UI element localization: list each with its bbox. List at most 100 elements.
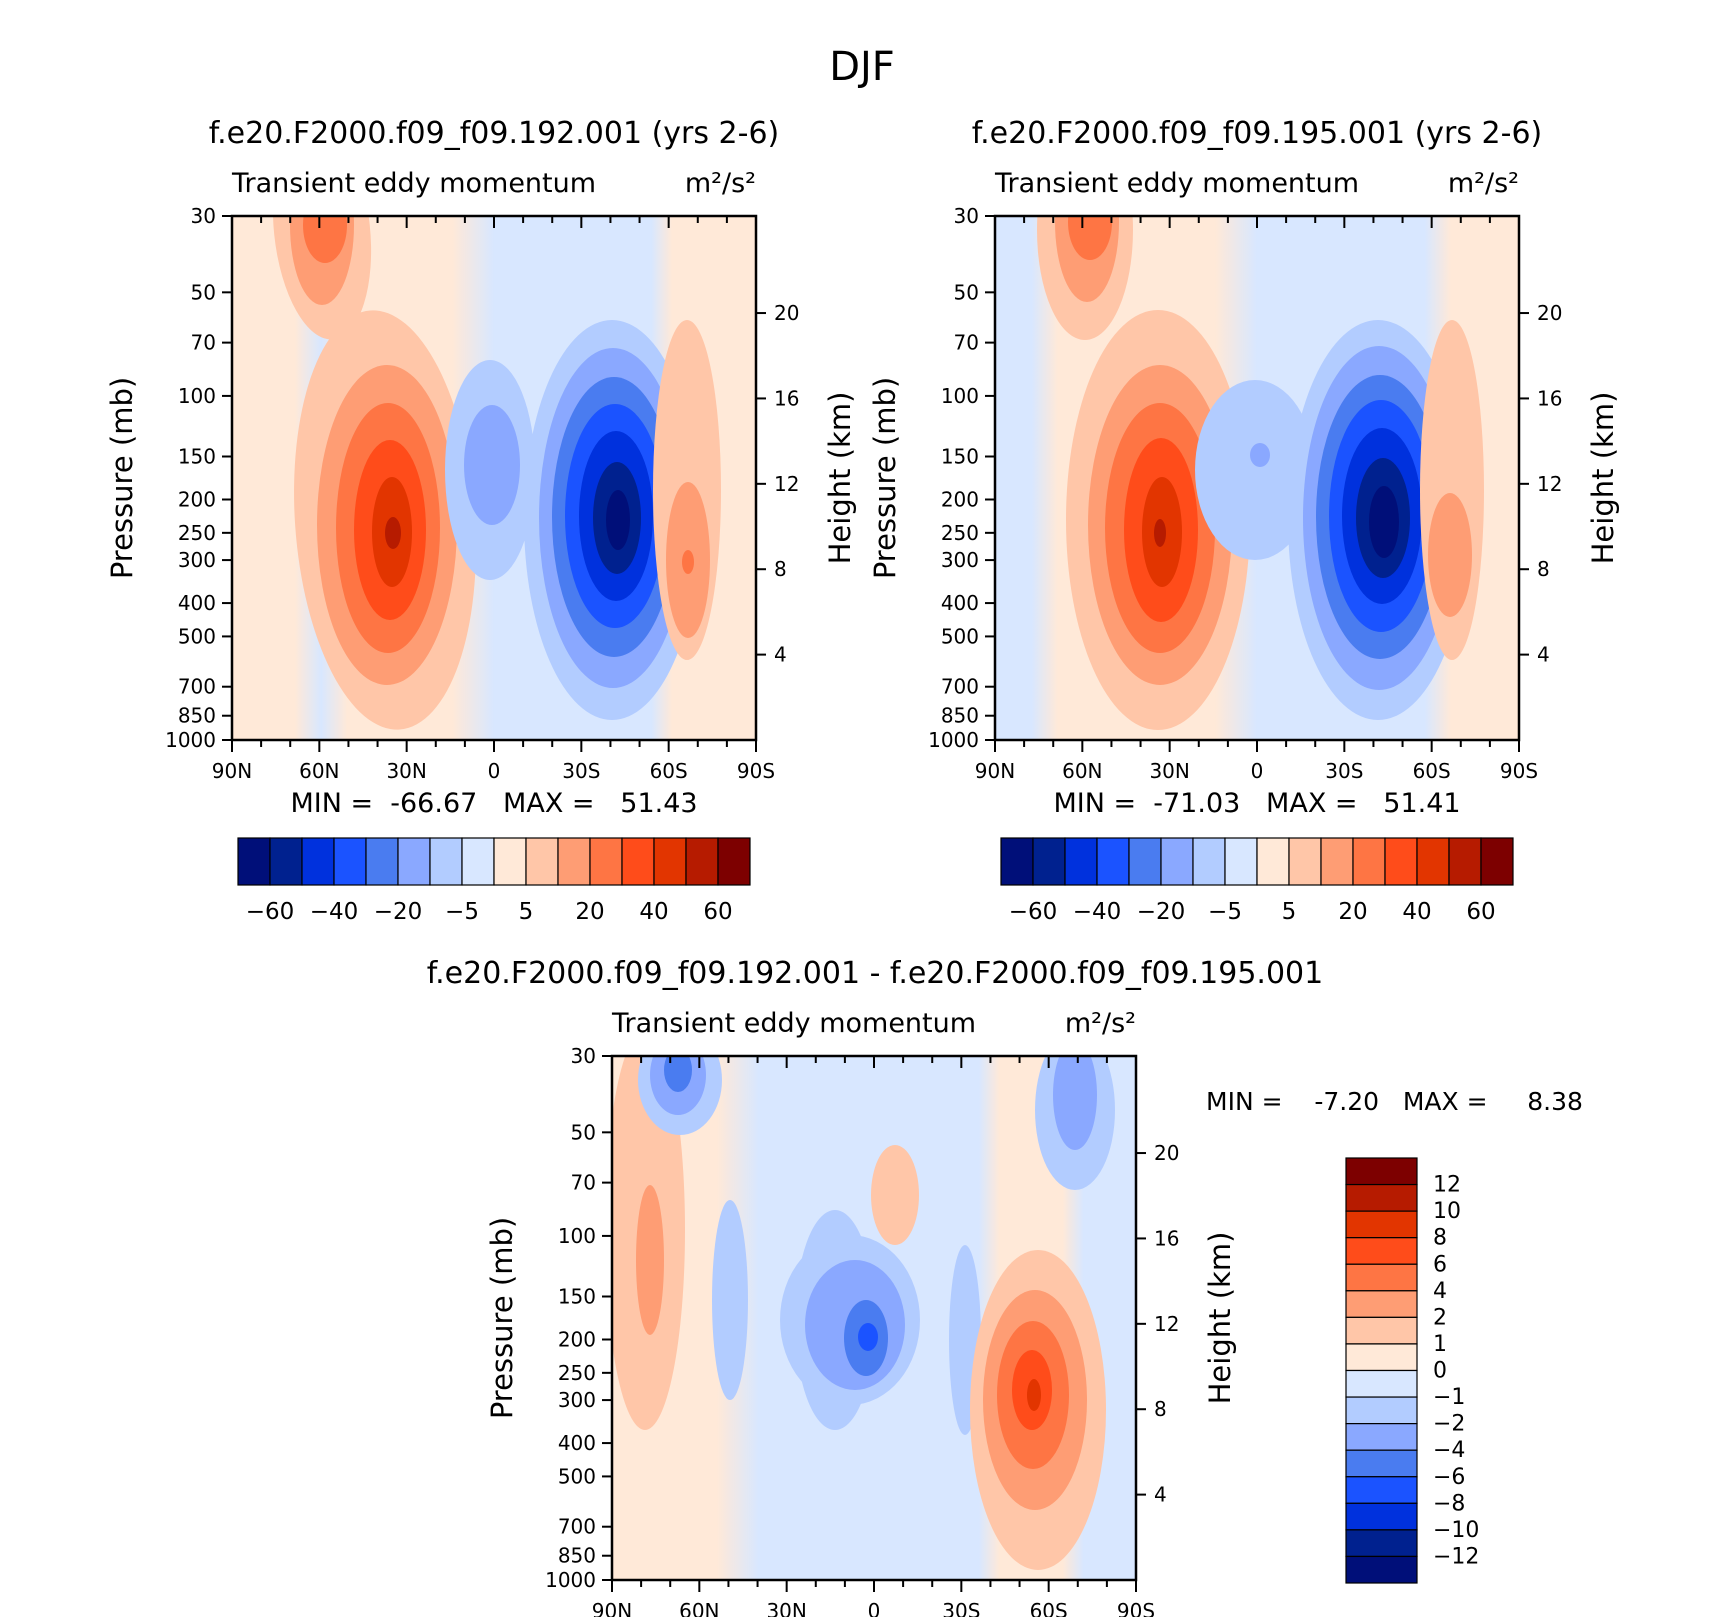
ytick-right-label: 12 (774, 472, 799, 496)
panel-2-units: m²/s² (1448, 168, 1519, 199)
colorbar-swatch (1345, 1502, 1418, 1531)
colorbar-swatch (1345, 1449, 1418, 1478)
ytick-label: 1000 (545, 1568, 596, 1592)
ytick-right-label: 16 (1537, 386, 1562, 410)
colorbar-label: −20 (374, 899, 423, 925)
ytick-label: 50 (954, 280, 979, 304)
colorbar-swatch (1448, 837, 1482, 886)
colorbar-swatch (525, 837, 559, 886)
colorbar-label: 4 (1433, 1279, 1447, 1304)
ytick-right-label: 20 (1154, 1141, 1179, 1165)
colorbar-label: 5 (1282, 899, 1297, 925)
panel-2-ylabel-right: Height (km) (1586, 392, 1620, 565)
colorbar-swatch (1345, 1529, 1418, 1558)
colorbar-swatch (1352, 837, 1386, 886)
ytick-label: 30 (571, 1044, 596, 1068)
panel-2-field (995, 216, 1519, 740)
ytick-label: 100 (558, 1224, 596, 1248)
ytick-label: 100 (178, 384, 216, 408)
panel-1: f.e20.F2000.f09_f09.192.001 (yrs 2-6) Tr… (105, 116, 857, 819)
panel-2-title: f.e20.F2000.f09_f09.195.001 (yrs 2-6) (972, 116, 1542, 151)
ytick-label: 200 (558, 1327, 596, 1351)
ytick-label: 300 (941, 548, 979, 572)
ytick-right-label: 20 (774, 301, 799, 325)
ytick-right-label: 8 (774, 557, 787, 581)
colorbar-swatch (1345, 1237, 1418, 1265)
ytick-label: 700 (558, 1515, 596, 1539)
panel-1-subtitle: Transient eddy momentum (231, 168, 596, 199)
ytick-label: 150 (558, 1285, 596, 1309)
colorbar-swatch (1480, 837, 1514, 886)
ytick-right-label: 4 (1537, 643, 1550, 667)
ytick-label: 150 (178, 445, 216, 469)
colorbar-label: −5 (1208, 899, 1242, 925)
colorbar-label: 8 (1433, 1226, 1447, 1251)
xtick-label: 30S (562, 759, 600, 783)
colorbar-label: 60 (1466, 899, 1495, 925)
xtick-label: 60S (1030, 1599, 1068, 1617)
xtick-label: 0 (1251, 759, 1264, 783)
ytick-right-label: 12 (1537, 472, 1562, 496)
panel-2-ylabel: Pressure (mb) (868, 377, 902, 579)
colorbar-swatch (1345, 1210, 1418, 1239)
panel-1-field (232, 216, 756, 740)
ytick-right-label: 16 (774, 386, 799, 410)
colorbar-swatch (685, 837, 719, 886)
xtick-label: 60S (650, 759, 688, 783)
colorbar-swatch (1192, 837, 1226, 886)
colorbar-label: −6 (1433, 1465, 1465, 1490)
xtick-label: 90N (212, 759, 252, 783)
colorbar-label: 40 (1402, 899, 1431, 925)
ytick-label: 70 (191, 331, 216, 355)
xtick-label: 0 (488, 759, 501, 783)
panel-3-ylabel-right: Height (km) (1203, 1232, 1237, 1405)
colorbar-label: 1 (1433, 1332, 1447, 1357)
colorbar-label: 20 (575, 899, 604, 925)
colorbar-swatch (1032, 837, 1066, 886)
colorbar-swatch (1128, 837, 1162, 886)
colorbar-swatch (621, 837, 655, 886)
ytick-label: 300 (178, 548, 216, 572)
colorbar-label: −40 (310, 899, 359, 925)
panel-3-axes: 3050701001502002503004005007008501000481… (545, 1044, 1179, 1617)
panel-3-ylabel: Pressure (mb) (485, 1217, 519, 1419)
colorbar-label: −2 (1433, 1412, 1465, 1437)
xtick-label: 30N (1149, 759, 1189, 783)
colorbar-swatch (1096, 837, 1130, 886)
ytick-label: 250 (558, 1361, 596, 1385)
colorbar-swatch (429, 837, 463, 886)
xtick-label: 30N (386, 759, 426, 783)
ytick-right-label: 12 (1154, 1312, 1179, 1336)
colorbar-swatch (717, 837, 751, 886)
colorbar-label: −1 (1433, 1385, 1465, 1410)
colorbar-swatch (1345, 1290, 1418, 1318)
panel-3-stats: MIN = -7.20 MAX = 8.38 (1206, 1087, 1583, 1116)
colorbar-1: −60 −40 −20 −5 5 20 40 60 (237, 837, 751, 925)
colorbar-swatch (1160, 837, 1194, 886)
ytick-label: 250 (178, 521, 216, 545)
colorbar-swatch (557, 837, 591, 886)
colorbar-label: 10 (1433, 1199, 1461, 1224)
colorbar-label: −4 (1433, 1438, 1465, 1463)
colorbar-label: −60 (246, 899, 295, 925)
colorbar-swatch (1000, 837, 1034, 886)
ytick-label: 200 (178, 487, 216, 511)
xtick-label: 30S (1325, 759, 1363, 783)
panel-2-subtitle: Transient eddy momentum (994, 168, 1359, 199)
colorbar-label: −5 (445, 899, 479, 925)
ytick-label: 400 (941, 591, 979, 615)
colorbar-swatch (1345, 1263, 1418, 1292)
xtick-label: 60N (1062, 759, 1102, 783)
colorbar-swatch (1345, 1183, 1418, 1212)
panel-3: f.e20.F2000.f09_f09.192.001 - f.e20.F200… (427, 956, 1583, 1617)
xtick-label: 60S (1413, 759, 1451, 783)
xtick-label: 60N (299, 759, 339, 783)
colorbar-swatch (1288, 837, 1322, 886)
colorbar-swatch (1064, 837, 1098, 886)
colorbar-label: 2 (1433, 1305, 1447, 1330)
colorbar-label: 40 (639, 899, 668, 925)
ytick-label: 30 (954, 204, 979, 228)
colorbar-label: −60 (1009, 899, 1058, 925)
colorbar-label: −12 (1433, 1544, 1479, 1569)
colorbar-label: −40 (1073, 899, 1122, 925)
